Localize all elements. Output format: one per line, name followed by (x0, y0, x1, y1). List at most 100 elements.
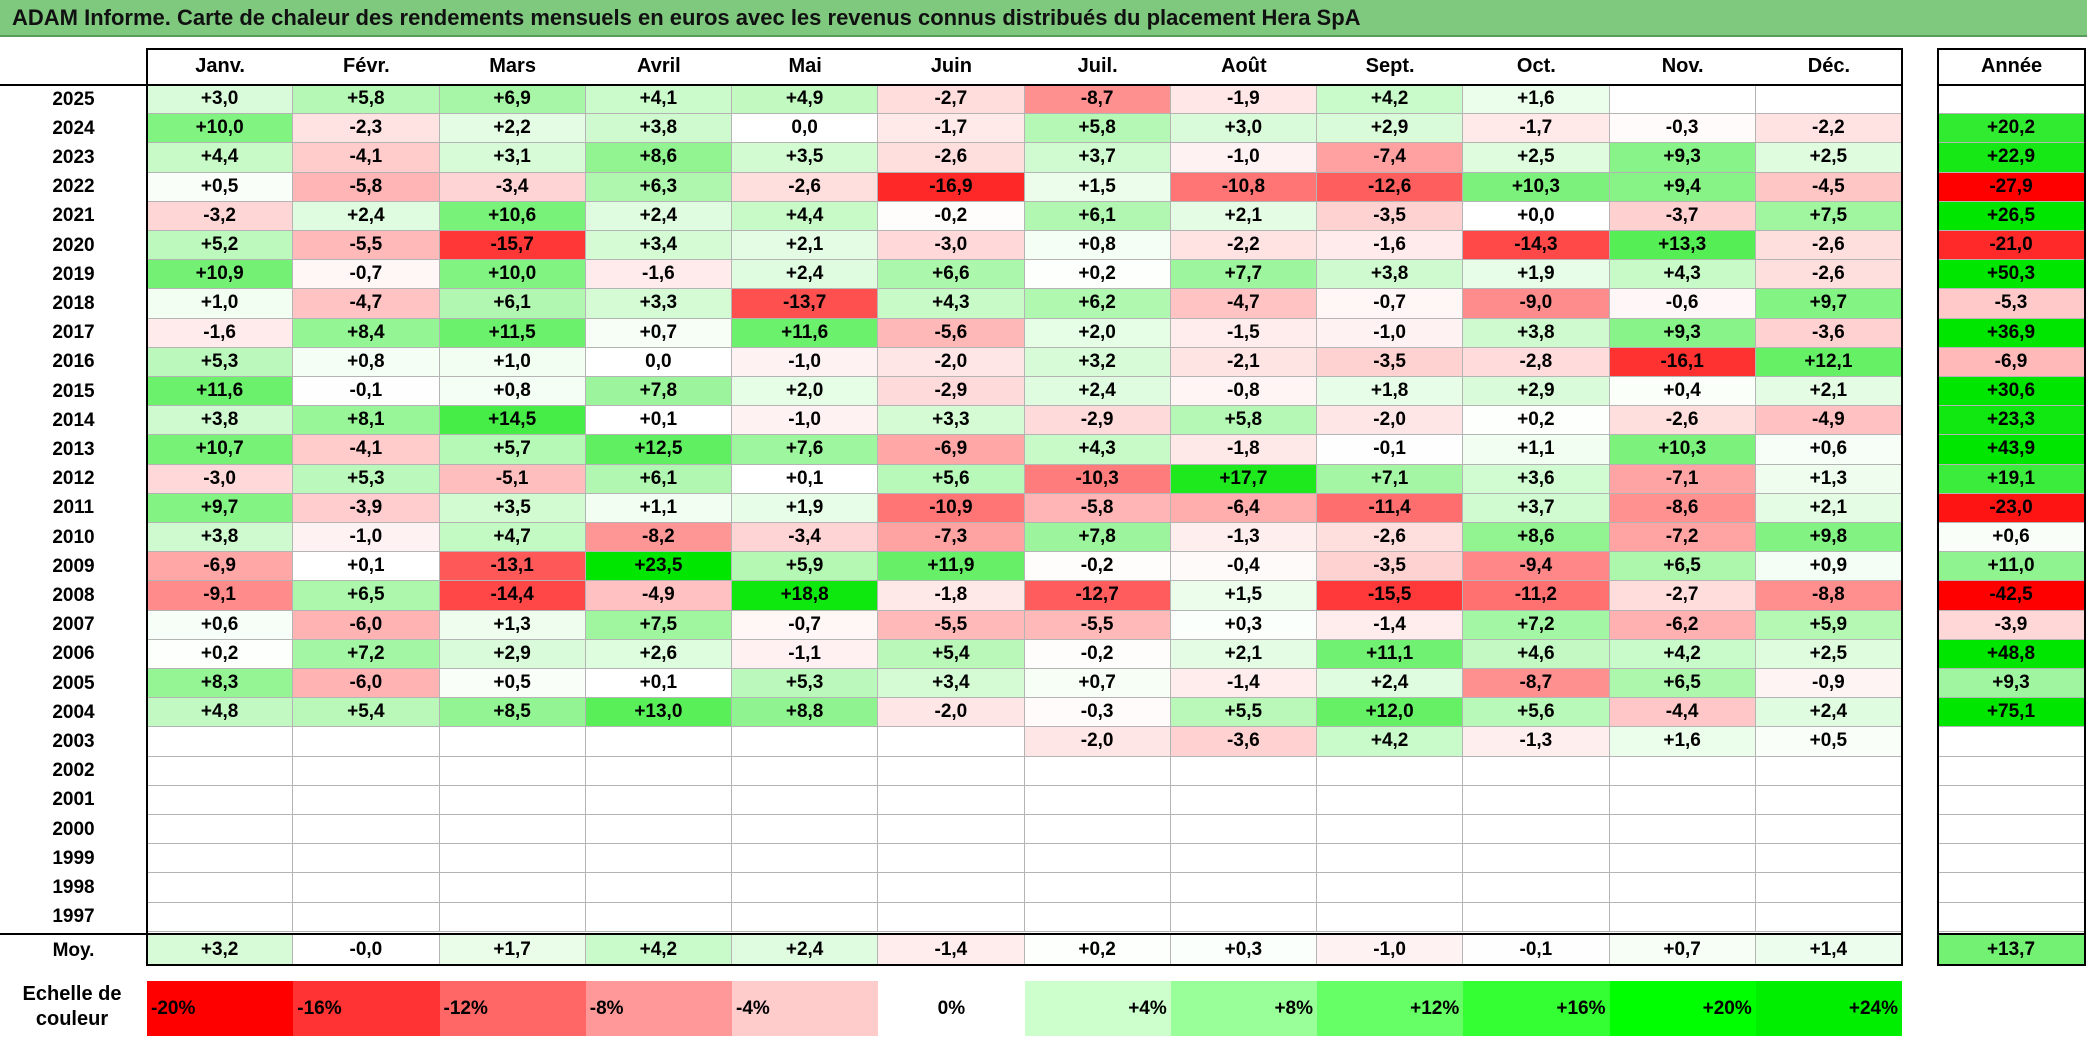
year-total-header: Année (1980, 55, 2043, 77)
year-label: 2024 (52, 117, 95, 139)
heatmap-cell: -2,0 (878, 698, 1025, 728)
heatmap-cell: +1,0 (147, 289, 294, 319)
color-scale-swatch: -8% (585, 981, 732, 1036)
month-header: Mars (489, 55, 536, 77)
annual-cell: -3,9 (1938, 610, 2085, 640)
heatmap-cell: +3,3 (878, 406, 1025, 436)
heatmap-cell: -1,8 (878, 581, 1025, 611)
month-header: Mai (788, 55, 822, 77)
heatmap-cell: +2,9 (439, 639, 586, 669)
heatmap-cell: +10,9 (147, 260, 294, 290)
year-label: 2016 (52, 351, 95, 373)
heatmap-cell: +6,5 (293, 581, 440, 611)
heatmap-cell: -1,4 (1317, 610, 1464, 640)
heatmap-cell: +5,8 (1170, 406, 1317, 436)
heatmap-cell: -4,1 (293, 435, 440, 465)
heatmap-cell: -8,8 (1755, 581, 1902, 611)
heatmap-cell: -10,3 (1024, 464, 1171, 494)
heatmap-cell: +23,5 (585, 552, 732, 582)
heatmap-cell: +2,4 (732, 260, 879, 290)
heatmap-cell: +3,5 (732, 143, 879, 173)
heatmap-cell: +2,1 (1755, 493, 1902, 523)
heatmap-cell: +5,3 (293, 464, 440, 494)
average-cell: -1,4 (878, 935, 1025, 966)
heatmap-cell: -10,9 (878, 493, 1025, 523)
heatmap-cell: +4,4 (147, 143, 294, 173)
heatmap-cell: +2,9 (1317, 114, 1464, 144)
heatmap-cell: +1,1 (1463, 435, 1610, 465)
year-label: 2004 (52, 701, 95, 723)
heatmap-cell: +1,9 (1463, 260, 1610, 290)
heatmap-cell: +4,1 (585, 85, 732, 115)
heatmap-cell: -2,6 (878, 143, 1025, 173)
heatmap-cell: -2,0 (1317, 406, 1464, 436)
heatmap-cell: +13,0 (585, 698, 732, 728)
heatmap-cell: -0,2 (1024, 552, 1171, 582)
month-header: Janv. (195, 55, 245, 77)
heatmap-cell: +6,6 (878, 260, 1025, 290)
year-label: 2020 (52, 234, 95, 256)
heatmap-cell: +12,1 (1755, 347, 1902, 377)
heatmap-cell: +5,4 (293, 698, 440, 728)
annual-cell (1938, 873, 2085, 903)
annual-cell: +9,3 (1938, 669, 2085, 699)
heatmap-cell (293, 815, 440, 845)
heatmap-cell: +5,9 (1755, 610, 1902, 640)
month-header: Juil. (1077, 55, 1118, 77)
heatmap-cell: -2,9 (1024, 406, 1171, 436)
heatmap-cell (293, 756, 440, 786)
heatmap-cell: +7,2 (293, 639, 440, 669)
average-cell: +3,2 (147, 935, 294, 966)
heatmap-cell: +6,2 (1024, 289, 1171, 319)
average-cell: +0,7 (1609, 935, 1756, 966)
heatmap-cell: -0,1 (1317, 435, 1464, 465)
heatmap-cell: +11,1 (1317, 639, 1464, 669)
heatmap-cell: -8,6 (1609, 493, 1756, 523)
heatmap-cell: +9,3 (1609, 318, 1756, 348)
heatmap-cell: +5,3 (147, 347, 294, 377)
heatmap-cell (732, 785, 879, 815)
heatmap-cell: +3,7 (1024, 143, 1171, 173)
heatmap-cell: -6,0 (293, 669, 440, 699)
heatmap-cell: +12,5 (585, 435, 732, 465)
heatmap-cell: -2,6 (732, 172, 879, 202)
heatmap-cell: +0,7 (1024, 669, 1171, 699)
heatmap-cell: +0,8 (293, 347, 440, 377)
heatmap-cell (439, 902, 586, 932)
heatmap-cell (585, 756, 732, 786)
heatmap-cell (585, 727, 732, 757)
heatmap-cell (1170, 756, 1317, 786)
heatmap-cell: +1,5 (1024, 172, 1171, 202)
annual-cell: +19,1 (1938, 464, 2085, 494)
heatmap-cell: -0,1 (293, 377, 440, 407)
heatmap-cell: +17,7 (1170, 464, 1317, 494)
year-label: 2025 (52, 88, 95, 110)
heatmap-cell (1024, 756, 1171, 786)
heatmap-cell: +7,7 (1170, 260, 1317, 290)
annual-cell (1938, 844, 2085, 874)
year-label: 2018 (52, 292, 95, 314)
heatmap-cell (1170, 873, 1317, 903)
heatmap-cell: +2,4 (1755, 698, 1902, 728)
heatmap-cell: -2,0 (1024, 727, 1171, 757)
heatmap-cell: +10,6 (439, 201, 586, 231)
heatmap-cell (439, 756, 586, 786)
heatmap-cell: +1,9 (732, 493, 879, 523)
annual-cell: -23,0 (1938, 493, 2085, 523)
heatmap-cell: -1,4 (1170, 669, 1317, 699)
heatmap-cell: +2,5 (1755, 639, 1902, 669)
heatmap-cell (147, 727, 294, 757)
heatmap-cell: +1,3 (1755, 464, 1902, 494)
heatmap-cell: +4,2 (1317, 85, 1464, 115)
heatmap-cell (293, 902, 440, 932)
heatmap-cell: +8,3 (147, 669, 294, 699)
heatmap-cell: +8,6 (1463, 523, 1610, 553)
heatmap-cell (1024, 873, 1171, 903)
color-scale-swatch: +16% (1463, 981, 1610, 1036)
month-header: Déc. (1807, 55, 1850, 77)
heatmap-cell (147, 815, 294, 845)
heatmap-cell: +0,8 (439, 377, 586, 407)
heatmap-cell: +3,6 (1463, 464, 1610, 494)
year-label: 2010 (52, 526, 95, 548)
heatmap-cell (439, 785, 586, 815)
